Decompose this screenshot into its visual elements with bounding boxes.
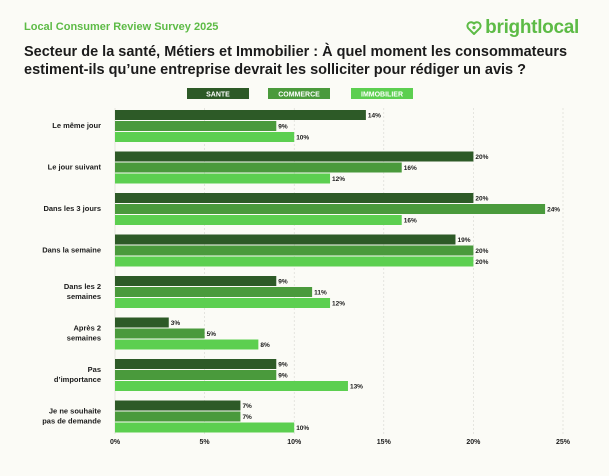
bar-value-label: 24% [547, 207, 560, 214]
bar-value-label: 14% [368, 113, 381, 120]
bar-value-label: 9% [278, 362, 288, 369]
bar-commerce [115, 162, 402, 173]
bar-value-label: 20% [475, 259, 488, 266]
bar-value-label: 8% [260, 342, 270, 349]
chart-title: Secteur de la santé, Métiers et Immobili… [24, 44, 568, 78]
legend-label-commerce: COMMERCE [278, 92, 320, 99]
bar-commerce [115, 121, 277, 131]
bar-value-label: 7% [242, 403, 252, 410]
bar-immobilier [115, 215, 402, 225]
legend-swatch-sante [187, 88, 249, 99]
category-label: Pas [88, 365, 101, 374]
bar-commerce [115, 411, 241, 422]
bar-commerce [115, 328, 205, 339]
brand-heart-icon [466, 21, 482, 35]
bar-value-label: 10% [296, 425, 309, 432]
bar-value-label: 9% [278, 279, 288, 286]
x-tick-label: 25% [556, 439, 571, 446]
bar-value-label: 9% [278, 373, 288, 380]
bar-value-label: 5% [207, 331, 217, 338]
bar-value-label: 7% [242, 414, 252, 421]
category-label: Le jour suivant [48, 163, 102, 172]
bar-value-label: 11% [314, 290, 327, 297]
bar-commerce [115, 245, 474, 256]
bar-value-label: 16% [404, 165, 417, 172]
bar-value-label: 20% [475, 154, 488, 161]
bar-commerce [115, 204, 546, 214]
legend-label-sante: SANTE [206, 92, 230, 99]
category-label: Après 2 [73, 324, 101, 333]
category-label: Le même jour [52, 121, 101, 130]
bar-value-label: 9% [278, 124, 288, 131]
category-label: pas de demande [42, 417, 101, 426]
category-label: d’importance [54, 375, 101, 384]
legend-swatch-commerce [268, 88, 330, 99]
bar-sante [115, 234, 456, 245]
brand-name: brightlocal [485, 17, 579, 38]
bar-sante [115, 193, 474, 203]
bar-sante [115, 359, 277, 369]
bar-commerce [115, 287, 313, 297]
bar-sante [115, 110, 366, 120]
bar-value-label: 20% [475, 196, 488, 203]
bar-sante [115, 317, 169, 328]
bar-sante [115, 400, 241, 411]
x-tick-label: 0% [110, 439, 121, 446]
category-label: Dans la semaine [42, 246, 101, 255]
legend-swatch-immobilier [351, 88, 413, 99]
bar-immobilier [115, 173, 331, 184]
category-label: Je ne souhaite [49, 407, 101, 416]
survey-title: Local Consumer Review Survey 2025 [24, 21, 219, 33]
bar-value-label: 3% [171, 320, 181, 327]
category-label: Dans les 3 jours [43, 204, 101, 213]
category-label: Dans les 2 [64, 282, 101, 291]
bar-immobilier [115, 256, 474, 267]
bar-commerce [115, 370, 277, 380]
bar-value-label: 16% [404, 218, 417, 225]
bar-immobilier [115, 422, 295, 433]
x-tick-label: 15% [377, 439, 392, 446]
x-tick-label: 5% [200, 439, 211, 446]
x-tick-label: 10% [287, 439, 302, 446]
bar-value-label: 12% [332, 176, 345, 183]
bar-value-label: 19% [457, 237, 470, 244]
bar-sante [115, 151, 474, 162]
bar-immobilier [115, 298, 331, 308]
bar-immobilier [115, 339, 259, 350]
bar-value-label: 10% [296, 135, 309, 142]
bar-immobilier [115, 381, 348, 391]
bar-immobilier [115, 132, 295, 142]
legend-label-immobilier: IMMOBILIER [361, 92, 403, 99]
brand-logo: brightlocal [466, 17, 579, 39]
category-label: semaines [67, 334, 101, 343]
category-label: semaines [67, 292, 101, 301]
bar-sante [115, 276, 277, 286]
bar-value-label: 13% [350, 384, 363, 391]
x-tick-label: 20% [466, 439, 481, 446]
bar-value-label: 12% [332, 301, 345, 308]
bar-value-label: 20% [475, 248, 488, 255]
